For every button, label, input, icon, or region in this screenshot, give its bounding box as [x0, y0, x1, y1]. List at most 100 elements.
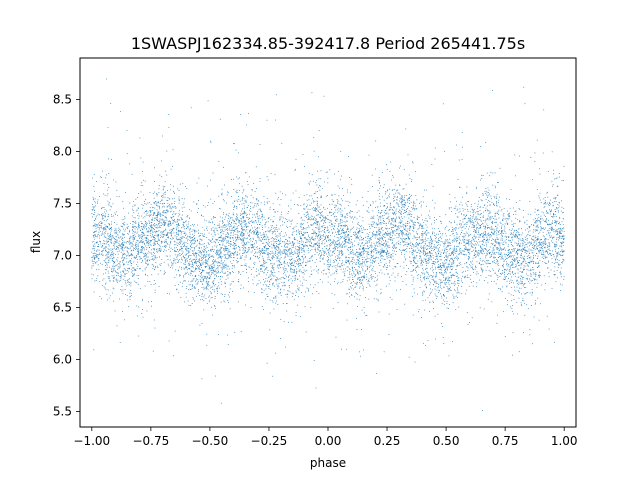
data-point — [456, 209, 458, 211]
data-point — [224, 260, 226, 262]
data-point — [174, 220, 175, 222]
data-point — [359, 258, 360, 259]
data-point — [209, 275, 211, 277]
data-point — [352, 244, 353, 246]
data-point — [94, 257, 96, 258]
data-point — [237, 217, 238, 219]
data-point — [159, 221, 161, 223]
data-point — [389, 260, 391, 262]
data-point — [290, 199, 292, 201]
data-point — [290, 263, 291, 265]
data-point — [448, 244, 449, 246]
data-point — [97, 249, 99, 251]
data-point — [375, 223, 377, 225]
data-point — [483, 211, 485, 213]
data-point — [204, 294, 206, 296]
data-point — [370, 251, 372, 252]
data-point — [129, 299, 131, 300]
data-point — [225, 216, 226, 218]
data-point — [98, 254, 100, 255]
data-point — [531, 294, 533, 296]
data-point — [485, 242, 487, 244]
data-point — [502, 270, 503, 271]
data-point — [253, 204, 255, 206]
data-point — [162, 218, 164, 220]
data-point — [357, 236, 358, 238]
data-point — [154, 212, 155, 213]
data-point — [537, 283, 539, 284]
data-point — [218, 227, 220, 229]
data-point — [434, 247, 436, 249]
data-point — [479, 206, 481, 208]
data-point — [218, 285, 220, 287]
data-point — [239, 253, 241, 255]
data-point — [107, 252, 108, 253]
data-point — [259, 180, 261, 182]
data-point — [179, 241, 181, 243]
data-point — [320, 204, 322, 206]
data-point — [313, 238, 314, 240]
data-point — [519, 221, 520, 223]
data-point — [492, 90, 494, 92]
data-point — [246, 214, 248, 216]
data-point — [99, 240, 101, 242]
data-point — [350, 286, 352, 288]
data-point — [536, 209, 538, 211]
data-point — [117, 245, 119, 246]
data-point — [238, 281, 240, 283]
data-point — [145, 223, 146, 225]
data-point — [235, 239, 237, 241]
data-point — [406, 246, 408, 247]
data-point — [460, 233, 461, 235]
data-point — [151, 207, 153, 209]
data-point — [258, 251, 260, 253]
data-point — [443, 266, 445, 267]
data-point — [477, 228, 479, 230]
data-point — [467, 257, 469, 259]
data-point — [284, 265, 285, 267]
data-point — [360, 263, 361, 265]
data-point — [246, 229, 248, 231]
data-point — [461, 131, 463, 133]
data-point — [255, 229, 256, 231]
data-point — [538, 263, 540, 264]
data-point — [501, 231, 503, 233]
data-point — [378, 233, 380, 234]
data-point — [335, 246, 337, 247]
data-point — [234, 248, 236, 250]
data-point — [453, 239, 454, 241]
data-point — [377, 229, 379, 231]
data-point — [458, 279, 459, 281]
data-point — [454, 197, 456, 199]
data-point — [328, 253, 330, 255]
data-point — [270, 219, 272, 221]
data-point — [414, 236, 416, 238]
data-point — [262, 253, 263, 254]
data-point — [529, 257, 531, 259]
data-point — [501, 235, 503, 237]
data-point — [93, 274, 95, 276]
data-point — [381, 228, 382, 230]
data-point — [272, 240, 274, 242]
data-point — [453, 262, 455, 264]
data-point — [145, 210, 146, 212]
data-point — [292, 244, 294, 246]
data-point — [412, 225, 414, 227]
data-point — [200, 280, 202, 282]
data-point — [311, 224, 312, 226]
data-point — [101, 246, 103, 248]
data-point — [198, 232, 199, 234]
data-point — [203, 236, 205, 237]
data-point — [380, 231, 381, 233]
data-point — [500, 289, 501, 291]
data-point — [354, 276, 356, 277]
data-point — [492, 238, 493, 240]
data-point — [122, 278, 124, 280]
data-point — [431, 289, 433, 291]
data-point — [123, 268, 125, 270]
data-point — [426, 205, 427, 207]
data-point — [264, 263, 265, 265]
data-point — [249, 221, 251, 222]
data-point — [514, 223, 516, 224]
data-point — [336, 237, 338, 238]
